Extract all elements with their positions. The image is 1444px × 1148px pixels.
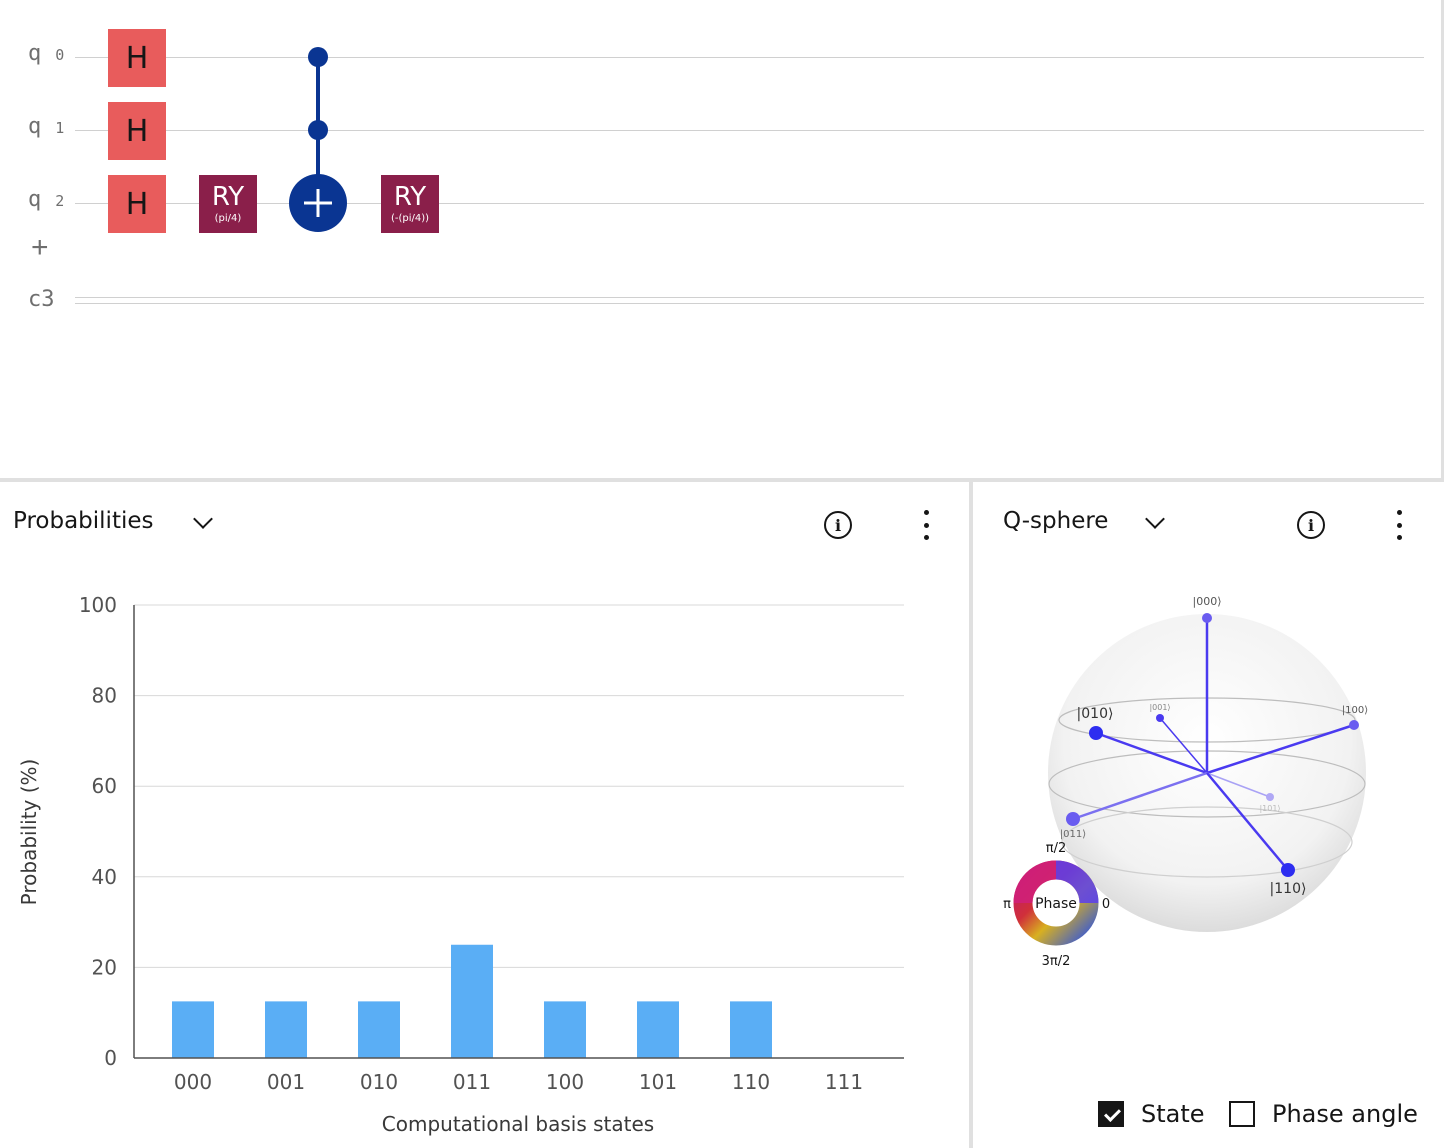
y-axis-label: Probability (%)	[17, 759, 41, 906]
scrollbar[interactable]	[1441, 0, 1444, 478]
phase-label-right: 0	[1102, 897, 1110, 912]
state-dot-101	[1266, 793, 1274, 801]
phase-label-bottom: 3π/2	[1042, 954, 1071, 969]
x-tick-label-100: 100	[546, 1070, 584, 1094]
phase-label-top: π/2	[1046, 841, 1066, 856]
bar-011[interactable]	[451, 944, 493, 1058]
probabilities-title: Probabilities	[13, 508, 154, 534]
qubit-wire-1	[75, 130, 1424, 131]
panel-divider-horizontal[interactable]	[0, 478, 1444, 482]
state-label-010: |010⟩	[1077, 706, 1114, 722]
classical-register-label[interactable]: c3	[28, 287, 55, 312]
h-gate-q1[interactable]: H	[108, 102, 166, 160]
h-gate-q0[interactable]: H	[108, 29, 166, 87]
classical-wire-a	[75, 297, 1424, 298]
classical-wire-b	[75, 303, 1424, 304]
bar-001[interactable]	[265, 1001, 307, 1058]
h-gate-q2[interactable]: H	[108, 175, 166, 233]
qsphere-title: Q-sphere	[1003, 508, 1109, 534]
probabilities-chart: 0 20 40 60 80 100 000 001 010 011 100 101 110 111 Co…	[17, 593, 904, 1136]
overflow-menu-icon[interactable]	[923, 510, 929, 540]
state-checkbox[interactable]	[1098, 1101, 1124, 1127]
state-label-001: |001⟩	[1149, 703, 1170, 712]
state-dot-100	[1349, 720, 1359, 730]
qubit-wire-2	[75, 203, 1424, 204]
y-tick-label: 20	[92, 955, 117, 979]
bar-100[interactable]	[544, 1001, 586, 1058]
qsphere-visualization[interactable]: |000⟩ |001⟩ |010⟩ |100⟩ |011⟩ |101⟩ |110…	[973, 560, 1444, 1060]
x-tick-label-111: 111	[825, 1070, 863, 1094]
state-checkbox-label[interactable]: State	[1141, 1100, 1205, 1128]
x-tick-label-110: 110	[732, 1070, 770, 1094]
bar-101[interactable]	[637, 1001, 679, 1058]
state-label-100: |100⟩	[1342, 705, 1368, 716]
state-label-000: |000⟩	[1193, 595, 1222, 608]
latitude-ring-lower	[1061, 806, 1353, 878]
info-icon[interactable]: i	[824, 511, 852, 539]
bar-010[interactable]	[358, 1001, 400, 1058]
x-tick-label-000: 000	[174, 1070, 212, 1094]
state-dot-010	[1089, 726, 1103, 740]
bar-000[interactable]	[172, 1001, 214, 1058]
x-axis-label: Computational basis states	[382, 1112, 654, 1136]
state-dot-011	[1066, 812, 1080, 826]
state-label-101: |101⟩	[1259, 804, 1280, 813]
phase-color-wheel: Phase π/2 π 0 3π/2	[1003, 841, 1110, 969]
y-tick-label: 60	[92, 774, 117, 798]
y-tick-label: 100	[79, 593, 117, 617]
state-dot-000	[1202, 613, 1212, 623]
x-tick-label-001: 001	[267, 1070, 305, 1094]
ry-gate-1[interactable]: RY (pi/4)	[199, 175, 257, 233]
phase-label-left: π	[1003, 897, 1011, 912]
control-dot-q1	[308, 120, 328, 140]
phase-angle-checkbox-label[interactable]: Phase angle	[1272, 1100, 1418, 1128]
overflow-menu-icon[interactable]	[1396, 510, 1402, 540]
panel-divider-vertical[interactable]	[969, 482, 973, 1148]
y-tick-label: 0	[104, 1046, 117, 1070]
add-qubit-button[interactable]: +	[31, 231, 49, 264]
control-dot-q0	[308, 47, 328, 67]
chevron-down-icon[interactable]	[193, 509, 213, 529]
x-tick-label-101: 101	[639, 1070, 677, 1094]
state-label-110: |110⟩	[1270, 881, 1307, 897]
chevron-down-icon[interactable]	[1145, 509, 1165, 529]
y-tick-label: 80	[92, 684, 117, 708]
qubit-wire-0	[75, 57, 1424, 58]
phase-wheel-center: Phase	[1035, 896, 1077, 912]
ry-gate-2[interactable]: RY (-(pi/4))	[381, 175, 439, 233]
x-tick-label-010: 010	[360, 1070, 398, 1094]
info-icon[interactable]: i	[1297, 511, 1325, 539]
ccx-gate[interactable]	[285, 40, 351, 240]
y-tick-label: 40	[92, 865, 117, 889]
bar-110[interactable]	[730, 1001, 772, 1058]
state-label-011: |011⟩	[1060, 829, 1086, 840]
state-dot-110	[1281, 863, 1295, 877]
state-dot-001	[1156, 714, 1164, 722]
x-tick-label-011: 011	[453, 1070, 491, 1094]
phase-angle-checkbox[interactable]	[1229, 1101, 1255, 1127]
